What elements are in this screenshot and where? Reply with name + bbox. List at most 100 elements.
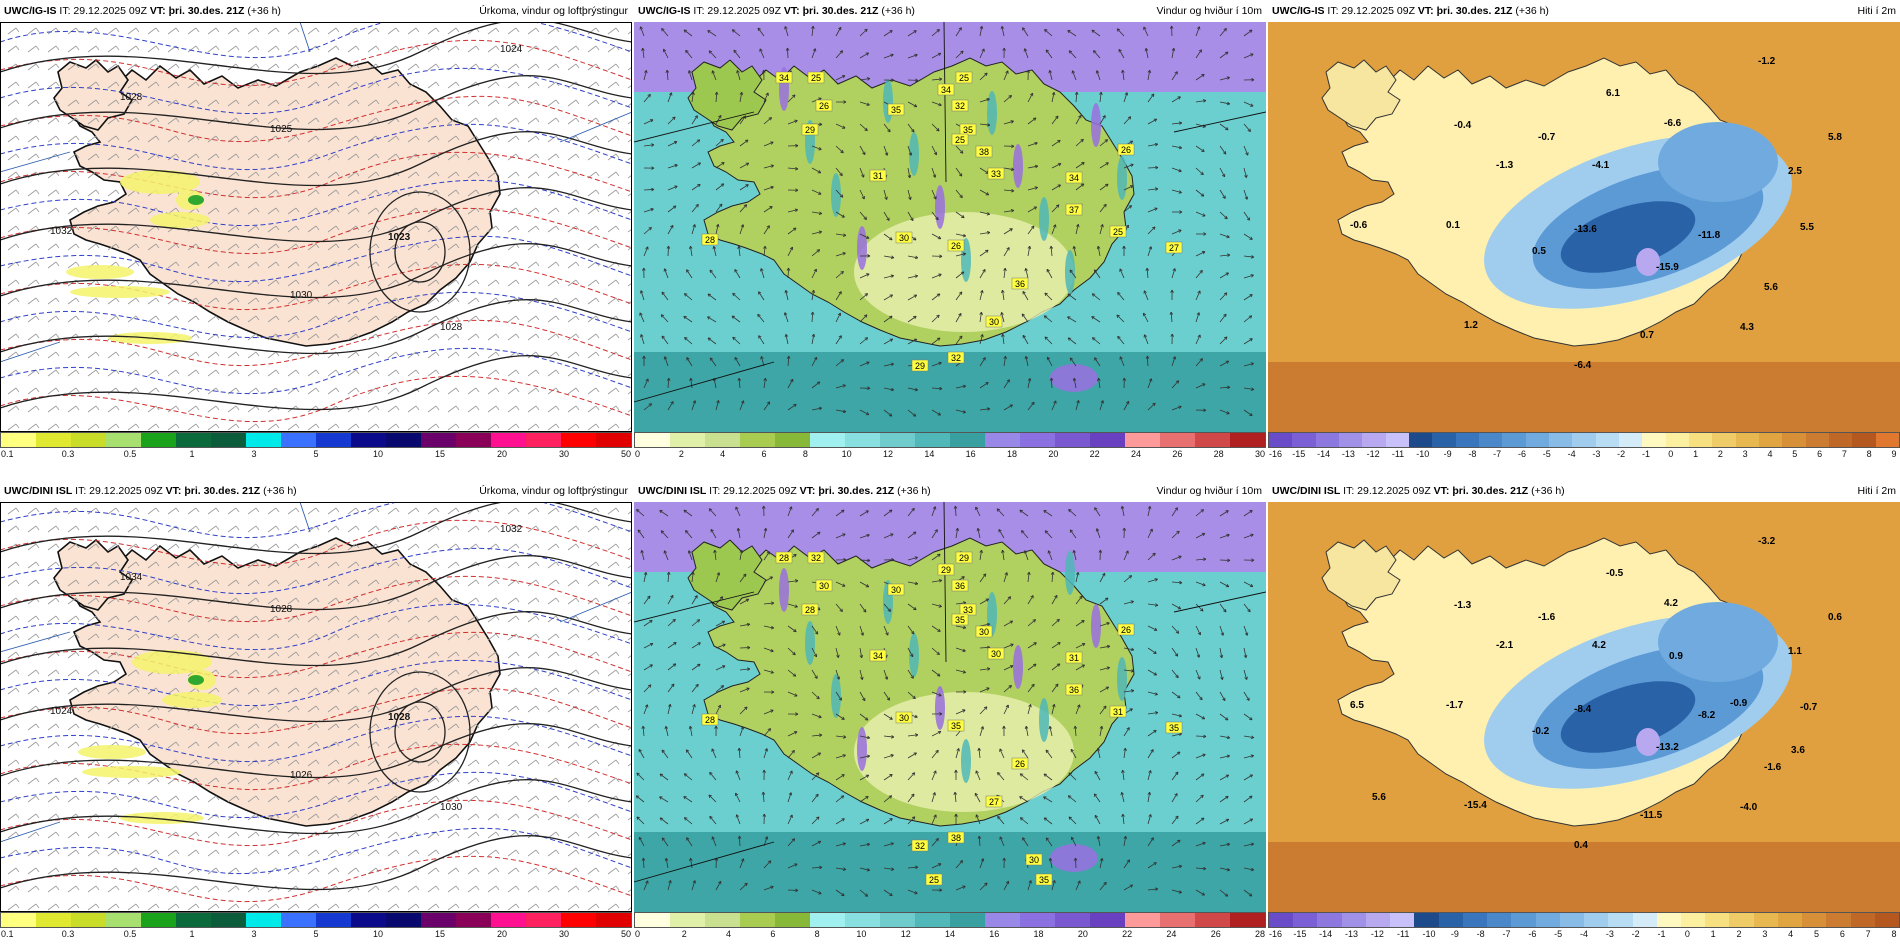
colorbar-swatch <box>845 433 880 447</box>
temperature-label: -2.1 <box>1496 640 1514 651</box>
map-temp: -3.2 -0.5 -1.3 -1.6 4.2 0.6 -2.1 4.2 1.1 6.5 -1.7 -… <box>1268 502 1900 912</box>
gust-label: 36 <box>1011 277 1029 290</box>
valid-time-label: VT: <box>783 5 803 17</box>
colorbar-swatch <box>211 433 246 447</box>
map-wind: 34 25 26 34 29 35 25 32 35 25 31 38 33 34 37 26 28 30 26 25… <box>634 22 1266 432</box>
colorbar-tick-label: -3 <box>1592 449 1601 459</box>
lat-lon-lines <box>0 22 632 363</box>
colorbar-tick-label: 2 <box>1717 449 1723 459</box>
gust-label: 31 <box>1109 705 1127 718</box>
colorbar-swatch <box>1414 913 1439 927</box>
svg-text:28: 28 <box>705 235 715 245</box>
colorbar-swatch <box>810 433 845 447</box>
colorbar-tick-label: 28 <box>1254 929 1266 939</box>
gust-label: 32 <box>807 551 825 564</box>
panel-title: Hiti í 2m <box>1857 485 1896 497</box>
svg-text:38: 38 <box>979 147 989 157</box>
panel-title: Vindur og hviður í 10m <box>1156 5 1262 17</box>
svg-text:34: 34 <box>941 85 951 95</box>
colorbar-swatch <box>1195 433 1230 447</box>
colorbar-tick-label: 10 <box>372 929 384 939</box>
svg-text:26: 26 <box>819 101 829 111</box>
panel-run-info: UWC/DINI ISL IT: 29.12.2025 09Z VT: þri.… <box>1272 485 1565 497</box>
temperature-label: -0.4 <box>1454 120 1472 131</box>
lat-lon-lines <box>634 22 1266 403</box>
gust-label: 30 <box>1025 853 1043 866</box>
gust-label: 30 <box>815 579 833 592</box>
svg-text:35: 35 <box>963 125 973 135</box>
colorbar-swatch <box>316 433 351 447</box>
temperature-label: 6.1 <box>1606 88 1620 99</box>
colorbar-tick-label: -16 <box>1269 449 1283 459</box>
colorbar-tick-label: 24 <box>1166 929 1177 939</box>
panel-run-info: UWC/DINI ISL IT: 29.12.2025 09Z VT: þri.… <box>4 485 297 497</box>
panel-title: Hiti í 2m <box>1857 5 1896 17</box>
gust-streaks <box>779 551 1127 872</box>
colorbar-tick-label: -11 <box>1391 449 1405 459</box>
colorbar-swatch <box>1020 913 1055 927</box>
temperature-label: -1.6 <box>1764 762 1782 773</box>
gust-label: 38 <box>975 145 993 158</box>
colorbar-swatch <box>1665 433 1689 447</box>
colorbar-tick-label: 1 <box>1710 929 1716 939</box>
temperature-label: -0.9 <box>1730 698 1748 709</box>
colorbar-tick-label: 1 <box>189 929 195 939</box>
gust-label: 30 <box>887 583 905 596</box>
colorbar-swatch <box>1584 913 1609 927</box>
temperature-label: -11.5 <box>1640 810 1663 821</box>
colorbar-swatch <box>281 913 316 927</box>
colorbar-tick-label: 0 <box>1668 449 1674 459</box>
colorbar-swatch <box>561 913 596 927</box>
panel-title: Vindur og hviður í 10m <box>1156 485 1262 497</box>
colorbar-tick-label: 22 <box>1122 929 1133 939</box>
colorbar-tick-label: 8 <box>814 929 820 939</box>
lat-lon-lines <box>634 502 1266 883</box>
gust-label: 26 <box>1117 143 1135 156</box>
gust-label: 28 <box>801 603 819 616</box>
valid-time-label: VT: <box>165 485 185 497</box>
colorbar-swatch <box>845 913 880 927</box>
gust-label: 32 <box>911 839 929 852</box>
panel-header: UWC/DINI ISL IT: 29.12.2025 09Z VT: þri.… <box>634 480 1266 502</box>
gust-label: 26 <box>1011 757 1029 770</box>
svg-text:30: 30 <box>989 317 999 327</box>
init-time: IT: 29.12.2025 09Z <box>72 485 166 497</box>
colorbar-swatch <box>281 433 316 447</box>
temperature-label: 3.6 <box>1791 745 1805 756</box>
temperature-label: -1.3 <box>1454 600 1472 611</box>
colorbar-swatch <box>351 913 386 927</box>
colorbar-swatch <box>1341 913 1366 927</box>
temperature-label: 4.3 <box>1740 322 1754 333</box>
colorbar-swatch <box>1432 433 1456 447</box>
colorbar-swatch <box>1712 433 1736 447</box>
colorbar-strip <box>634 432 1266 448</box>
colorbar-tick-label: 5 <box>1813 929 1820 939</box>
lat-lon-lines <box>0 502 632 843</box>
colorbar-tick-label: -4 <box>1579 929 1589 939</box>
colorbar-strip <box>0 432 632 448</box>
svg-text:34: 34 <box>1069 173 1079 183</box>
gust-label: 37 <box>1065 203 1083 216</box>
temperature-label: -6.6 <box>1664 118 1682 129</box>
colorbar-swatch <box>950 433 985 447</box>
svg-text:29: 29 <box>915 361 925 371</box>
gust-label: 29 <box>911 359 929 372</box>
isobar-label: 1028 <box>120 92 143 103</box>
colorbar-tick-label: -12 <box>1370 929 1384 939</box>
temperature-label: 6.5 <box>1350 700 1364 711</box>
panel-title: Úrkoma, vindur og loftþrýstingur <box>479 485 628 497</box>
wind-band-south <box>634 352 1266 432</box>
gust-label: 31 <box>1065 651 1083 664</box>
colorbar-swatch <box>386 433 421 447</box>
colorbar-tick-label: 20 <box>496 929 508 939</box>
colorbar-swatch <box>1852 433 1876 447</box>
gust-label: 29 <box>955 551 973 564</box>
colorbar-swatch <box>635 913 670 927</box>
gust-label: 36 <box>951 579 969 592</box>
colorbar-strip <box>1268 912 1900 928</box>
lead-time: (+36 h) <box>878 5 915 17</box>
temperature-label: -6.4 <box>1574 360 1592 371</box>
gust-label: 32 <box>951 99 969 112</box>
isobar-label: 1032 <box>50 226 73 237</box>
colorbar-tick-label: -13 <box>1344 929 1359 939</box>
